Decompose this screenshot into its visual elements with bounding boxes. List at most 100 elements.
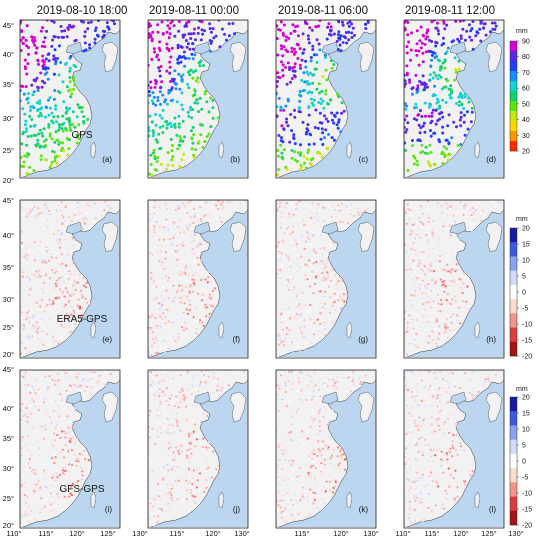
station-dot	[423, 386, 426, 389]
station-dot	[198, 472, 202, 475]
station-dot	[72, 78, 76, 82]
station-dot	[45, 516, 48, 519]
korea-peninsula	[357, 41, 375, 73]
station-dot	[437, 302, 440, 305]
station-dot	[25, 213, 28, 217]
station-dot	[191, 477, 194, 480]
station-dot	[465, 455, 468, 459]
station-dot	[98, 377, 101, 380]
station-dot	[159, 251, 162, 254]
station-dot	[312, 449, 316, 452]
station-dot	[425, 257, 428, 260]
station-dot	[452, 298, 455, 301]
station-dot	[148, 355, 151, 357]
station-dot	[37, 132, 41, 136]
station-dot	[320, 489, 323, 492]
station-dot	[164, 120, 168, 124]
station-dot	[463, 95, 467, 99]
station-dot	[428, 321, 431, 324]
station-dot	[417, 226, 420, 229]
station-dot	[332, 378, 335, 381]
colorbar-tick-label: 15	[522, 411, 530, 418]
station-dots	[404, 370, 504, 526]
station-dot	[277, 477, 281, 480]
station-dot	[44, 375, 47, 378]
station-dot	[282, 127, 286, 131]
station-dot	[161, 442, 164, 445]
station-dot	[449, 309, 452, 313]
station-dot	[322, 279, 325, 282]
station-dot	[294, 211, 297, 214]
station-dot	[44, 105, 48, 109]
station-dot	[176, 420, 179, 423]
station-dot	[151, 254, 154, 257]
colorbar-tick-label: 0	[522, 290, 526, 297]
station-dot	[427, 492, 430, 496]
station-dot	[356, 381, 359, 384]
station-dot	[413, 338, 416, 341]
station-dot	[34, 392, 37, 395]
station-dot	[470, 214, 473, 217]
station-dot	[150, 326, 153, 330]
station-dot	[470, 396, 473, 400]
station-dot	[148, 32, 151, 36]
station-dot	[178, 391, 181, 394]
station-dot	[172, 123, 176, 127]
station-dot	[37, 483, 41, 486]
station-dot	[227, 22, 231, 26]
station-dot	[441, 36, 445, 40]
colorbar-tick-label: 70	[522, 70, 530, 77]
station-dot	[427, 216, 431, 219]
station-dot	[186, 244, 189, 247]
station-dot	[322, 235, 325, 238]
station-dot	[320, 330, 323, 333]
station-dot	[285, 120, 288, 124]
station-dots	[276, 20, 370, 177]
station-dot	[39, 486, 42, 489]
station-dot	[178, 448, 181, 451]
station-dot	[51, 440, 54, 443]
station-dot	[436, 29, 440, 33]
station-dot	[277, 310, 280, 313]
station-dot	[410, 304, 413, 307]
station-dot	[48, 375, 51, 378]
station-dot	[289, 276, 293, 279]
colorbar-tick-label: 30	[522, 133, 530, 140]
station-dot	[404, 442, 407, 445]
panel-label: (e)	[102, 335, 112, 344]
station-dot	[183, 320, 186, 323]
station-dot	[336, 33, 340, 37]
station-dot	[159, 65, 163, 68]
station-dot	[456, 280, 459, 283]
station-dot	[158, 389, 161, 392]
station-dot	[53, 387, 56, 390]
station-dot	[182, 152, 186, 156]
station-dot	[166, 431, 169, 434]
station-dot	[436, 449, 439, 452]
station-dot	[286, 227, 289, 230]
station-dot	[173, 223, 176, 226]
station-dot	[451, 372, 455, 375]
station-dot	[70, 305, 73, 308]
station-dot	[317, 412, 320, 415]
station-dot	[185, 418, 188, 421]
colorbar-segment	[510, 121, 517, 132]
bohai-sea	[65, 41, 83, 55]
station-dot	[26, 257, 29, 260]
station-dot	[181, 107, 185, 111]
station-dot	[187, 20, 191, 24]
station-dot	[329, 296, 332, 299]
station-dot	[196, 292, 200, 295]
station-dot	[421, 212, 424, 215]
station-dot	[289, 373, 292, 377]
station-dot	[338, 209, 341, 212]
station-dot	[298, 153, 302, 157]
station-dot	[98, 370, 101, 373]
station-dot	[184, 503, 187, 507]
station-dot	[48, 166, 52, 169]
station-dot	[405, 104, 408, 108]
station-dot	[57, 123, 61, 126]
station-dot	[20, 447, 24, 450]
station-dot	[442, 253, 445, 256]
station-dot	[156, 23, 160, 27]
